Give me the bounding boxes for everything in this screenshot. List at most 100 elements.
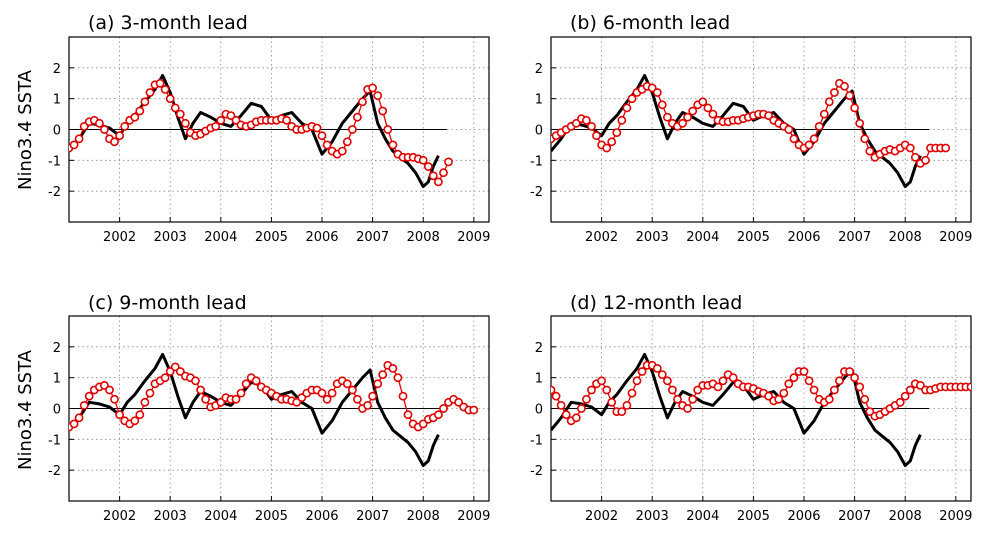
forecast-point [428, 171, 438, 181]
x-tick-label: 2004 [204, 230, 237, 245]
forecast-point [378, 106, 388, 116]
forecast-point [713, 382, 723, 392]
forecast-point [809, 134, 819, 144]
x-tick-label: 2003 [154, 509, 187, 524]
x-tick-label: 2007 [356, 230, 389, 245]
panel-6-month-lead: (b) 6-month lead 2002 2003 2004 2005 2006 200… [530, 12, 972, 245]
forecast-point [561, 410, 571, 420]
forecast-point [921, 155, 930, 165]
forecast-point [74, 413, 84, 423]
forecast-series-line [69, 82, 450, 184]
y-tick-label: 0 [535, 124, 543, 139]
forecast-point [708, 109, 718, 119]
panel-title: (a) 3-month lead [88, 12, 248, 34]
forecast-point [317, 131, 327, 141]
forecast-point [388, 363, 398, 373]
forecast-point [652, 88, 662, 97]
forecast-point [587, 385, 596, 395]
forecast-point [95, 118, 104, 128]
forecast-point [439, 404, 448, 413]
forecast-point [373, 91, 383, 100]
forecast-point [373, 379, 383, 389]
panel-3-month-lead: (a) 3-month lead 2002 2003 2004 2005 2006 200… [48, 12, 490, 245]
forecast-point [444, 157, 453, 167]
forecast-point [683, 404, 692, 413]
forecast-point [556, 400, 566, 410]
forecast-point [342, 137, 352, 147]
y-tick-label: -1 [48, 433, 61, 448]
forecast-point [352, 112, 362, 122]
plot-data [551, 353, 971, 467]
forecast-point [840, 81, 849, 91]
forecast-point [160, 85, 170, 94]
y-tick-label: 1 [53, 93, 61, 108]
forecast-point [317, 388, 327, 398]
forecast-point [809, 385, 819, 395]
forecast-point [779, 388, 789, 398]
forecast-point [130, 112, 140, 122]
plot-data [69, 353, 479, 467]
forecast-point [582, 115, 591, 125]
forecast-point [784, 125, 794, 134]
panel-9-month-lead: (c) 9-month lead 2002 2003 2004 2005 2006 200… [48, 292, 490, 524]
panel-title: (d) 12-month lead [570, 292, 742, 314]
forecast-point [282, 115, 291, 125]
forecast-point [804, 140, 814, 150]
x-tick-label: 2007 [838, 509, 871, 524]
forecast-point [231, 394, 241, 404]
forecast-point [905, 143, 915, 153]
forecast-point [170, 103, 180, 113]
y-tick-label: 2 [535, 62, 543, 77]
y-tick-label: -1 [530, 433, 543, 448]
x-tick-label: 2003 [636, 230, 669, 245]
forecast-point [69, 140, 79, 150]
forecast-point [966, 382, 971, 392]
forecast-point [439, 168, 448, 178]
forecast-point [673, 394, 682, 404]
y-tick-label: -2 [530, 185, 543, 200]
y-tick-label: 2 [53, 341, 61, 356]
forecast-point [216, 115, 226, 125]
forecast-point [774, 394, 784, 404]
plot-data [551, 74, 951, 188]
forecast-point [855, 382, 865, 392]
y-tick-label: 2 [53, 62, 61, 77]
forecast-point [180, 118, 190, 128]
x-tick-label: 2008 [889, 509, 922, 524]
x-tick-label: 2002 [585, 230, 618, 245]
forecast-point [337, 146, 347, 156]
forecast-point [688, 394, 698, 404]
forecast-point [652, 363, 662, 373]
x-tick-label: 2004 [686, 509, 719, 524]
y-tick-label: -1 [48, 154, 61, 169]
forecast-point [668, 385, 677, 395]
forecast-point [627, 94, 637, 104]
forecast-point [657, 100, 667, 110]
forecast-point [191, 376, 200, 386]
observed-series-line [69, 74, 440, 188]
y-tick-label: -2 [48, 185, 61, 200]
plot-data [69, 74, 453, 188]
forecast-point [423, 162, 433, 171]
forecast-point [378, 370, 388, 379]
forecast-point [571, 413, 581, 423]
forecast-point [855, 118, 865, 128]
observed-series-line [551, 353, 922, 467]
forecast-point [587, 122, 596, 131]
forecast-point [617, 115, 627, 125]
x-tick-label: 2002 [103, 230, 136, 245]
y-tick-label: -2 [48, 464, 61, 479]
forecast-point [804, 376, 814, 386]
forecast-point [728, 373, 738, 383]
forecast-point [900, 391, 910, 401]
forecast-point [657, 370, 667, 379]
forecast-point [835, 376, 844, 386]
panel-title: (b) 6-month lead [570, 12, 730, 34]
x-tick-label: 2002 [103, 509, 136, 524]
forecast-point [824, 97, 834, 107]
forecast-point [368, 83, 377, 93]
forecast-point [789, 373, 799, 383]
forecast-point [895, 397, 905, 407]
forecast-point [165, 94, 175, 104]
forecast-point [597, 376, 606, 386]
